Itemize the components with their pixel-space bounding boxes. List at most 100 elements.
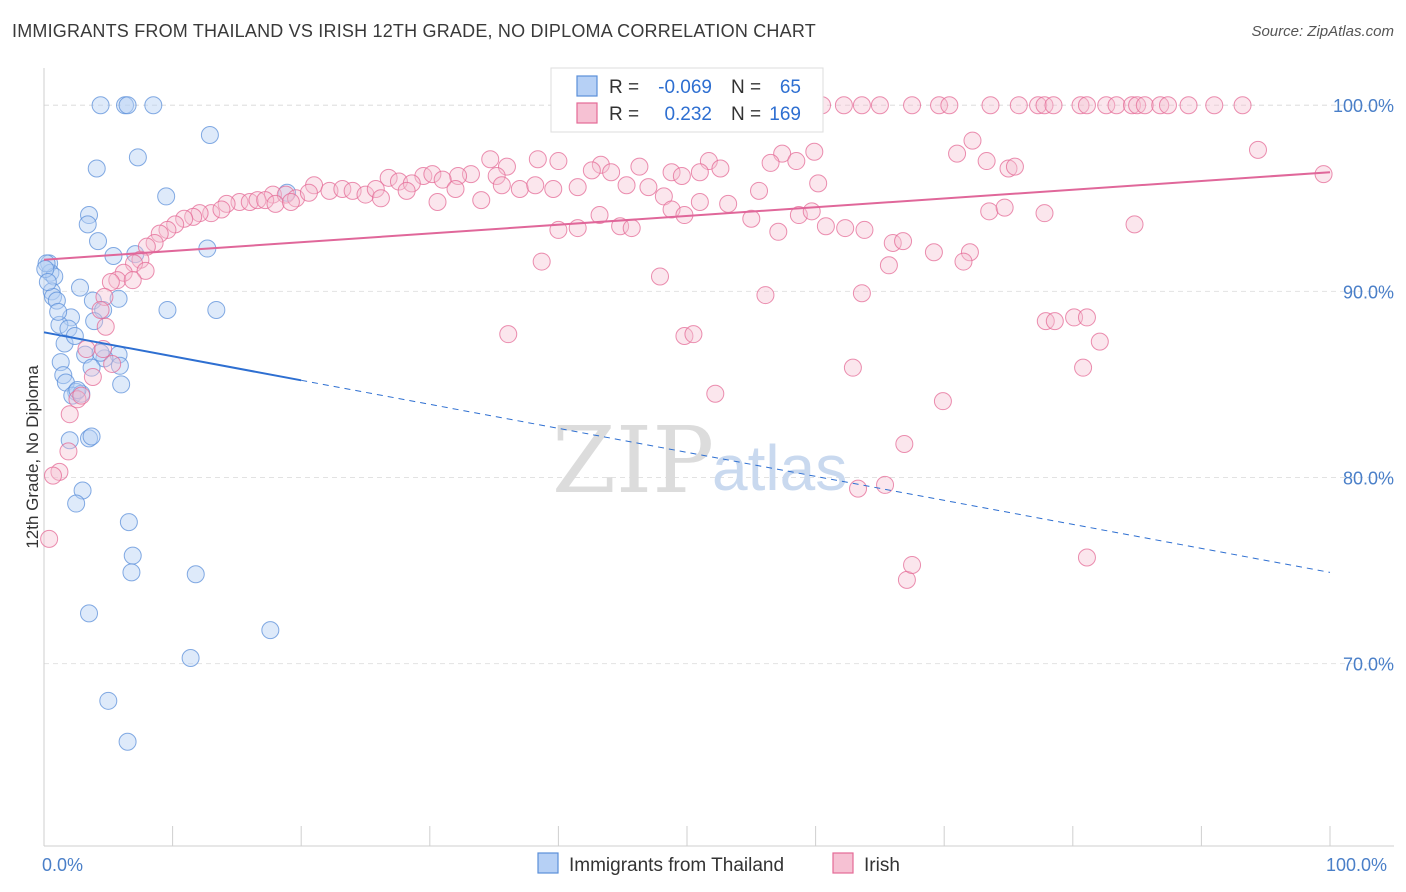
irish-point: [590, 206, 609, 225]
x-tick-label-min: 0.0%: [42, 855, 83, 875]
irish-point: [617, 176, 636, 195]
irish-point: [59, 442, 78, 461]
thailand-point: [158, 300, 177, 319]
irish-point: [876, 475, 895, 494]
legend-series: Immigrants from Thailand Irish: [537, 852, 900, 876]
irish-point: [526, 176, 545, 195]
irish-point: [769, 222, 788, 241]
legend-label-thailand: Immigrants from Thailand: [569, 855, 784, 876]
irish-point: [672, 166, 691, 185]
thailand-point: [80, 604, 99, 623]
grid-lines: [44, 104, 1394, 665]
thailand-point: [80, 429, 99, 448]
thailand-point: [83, 291, 102, 310]
thailand-point: [42, 282, 61, 301]
thailand-point: [123, 546, 142, 565]
legend-swatch-thailand: [576, 75, 598, 97]
irish-point: [706, 384, 725, 403]
irish-point: [1122, 96, 1141, 115]
thailand-point: [119, 513, 138, 532]
thailand-point: [73, 481, 92, 500]
irish-point: [1005, 157, 1024, 176]
y-tick-label: 80.0%: [1343, 468, 1394, 488]
irish-point: [492, 176, 511, 195]
source-label: Source: ZipAtlas.com: [1251, 23, 1394, 40]
irish-point: [91, 300, 110, 319]
irish-point: [1233, 96, 1252, 115]
irish-point: [1314, 165, 1333, 184]
irish-point: [787, 152, 806, 171]
y-tick-label: 90.0%: [1343, 282, 1394, 302]
irish-point: [281, 193, 300, 212]
thailand-point: [38, 273, 57, 292]
irish-point: [1097, 96, 1116, 115]
irish-point: [544, 179, 563, 198]
irish-point: [248, 191, 267, 210]
irish-point: [568, 178, 587, 197]
irish-point: [549, 152, 568, 171]
irish-point: [999, 159, 1018, 178]
irish-point: [240, 193, 259, 212]
irish-point: [756, 286, 775, 305]
irish-point: [611, 217, 630, 236]
irish-point: [805, 142, 824, 161]
thailand-point: [112, 375, 131, 394]
irish-point: [924, 243, 943, 262]
legend-bottom-swatch-irish: [832, 852, 854, 874]
irish-point: [977, 152, 996, 171]
thailand-point: [200, 126, 219, 145]
irish-point: [266, 194, 285, 213]
irish-point: [366, 179, 385, 198]
irish-point: [1248, 140, 1267, 159]
thailand-point: [78, 215, 97, 234]
thailand-point: [181, 649, 200, 668]
thailand-point: [144, 96, 163, 115]
irish-point: [1074, 358, 1093, 377]
irish-point: [499, 325, 518, 344]
irish-point: [684, 325, 703, 344]
thailand-point: [80, 206, 99, 225]
irish-point: [60, 405, 79, 424]
irish-point: [136, 261, 155, 280]
irish-point: [903, 96, 922, 115]
irish-point: [428, 193, 447, 212]
irish-point: [1035, 204, 1054, 223]
series-thailand-points: [36, 96, 297, 751]
y-tick-label: 100.0%: [1333, 96, 1394, 116]
irish-point: [1158, 96, 1177, 115]
irish-point: [895, 434, 914, 453]
irish-point: [1125, 215, 1144, 234]
legend-label-irish: Irish: [864, 855, 900, 876]
irish-point: [622, 219, 641, 238]
trend-line-irish: [43, 171, 1331, 261]
irish-point: [675, 327, 694, 346]
thailand-point: [118, 732, 137, 751]
irish-point: [591, 155, 610, 174]
irish-point: [903, 555, 922, 574]
irish-point: [137, 237, 156, 256]
irish-point: [114, 263, 133, 282]
irish-point: [217, 194, 236, 213]
irish-point: [750, 181, 769, 200]
thailand-point: [122, 563, 141, 582]
irish-point: [948, 144, 967, 163]
watermark: ZIP atlas: [552, 407, 847, 514]
irish-point: [954, 252, 973, 271]
irish-point: [299, 183, 318, 202]
thailand-point: [85, 312, 104, 331]
irish-point: [630, 157, 649, 176]
irish-point: [639, 178, 658, 197]
irish-point: [1077, 96, 1096, 115]
thailand-point: [128, 148, 147, 167]
irish-point: [1090, 332, 1109, 351]
irish-point: [1009, 96, 1028, 115]
legend-r-label-2: R =: [609, 104, 639, 125]
irish-point: [356, 185, 375, 204]
legend-n-value-2: 169: [769, 104, 801, 125]
irish-point: [1151, 96, 1170, 115]
irish-point: [816, 217, 835, 236]
axes: [43, 68, 1394, 847]
irish-point: [1135, 96, 1154, 115]
irish-point: [1107, 96, 1126, 115]
irish-point: [852, 96, 871, 115]
